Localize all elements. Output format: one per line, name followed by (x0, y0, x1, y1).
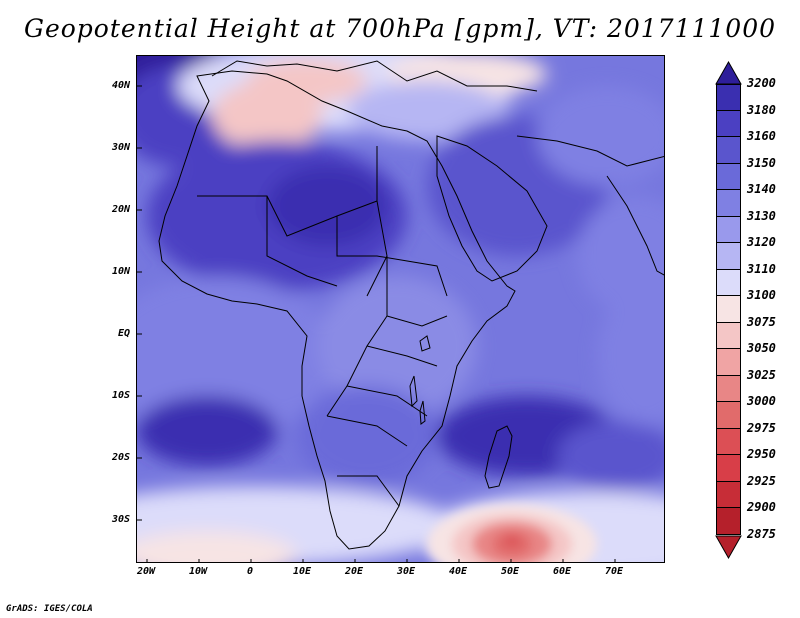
footer-credit: GrADS: IGES/COLA (6, 604, 93, 614)
colorbar-top-arrow (715, 61, 742, 85)
colorbar-label: 3000 (747, 394, 776, 408)
colorbar-label: 2975 (747, 420, 776, 435)
lat-label-40n: 40N (111, 80, 130, 91)
colorbar-swatch (716, 481, 741, 508)
field-shading (137, 56, 664, 562)
colorbar-swatch (716, 455, 741, 482)
lon-label-10w: 10W (188, 566, 208, 577)
lat-label-10s: 10S (111, 390, 130, 401)
lon-label-20w: 20W (136, 566, 156, 577)
colorbar-swatch (716, 428, 741, 455)
lat-label-20n: 20N (111, 204, 130, 215)
colorbar-swatch (716, 190, 741, 217)
colorbar-label: 2950 (747, 447, 776, 461)
colorbar-bottom-arrow (715, 535, 742, 559)
colorbar-swatch (716, 243, 741, 270)
inner-ticks (137, 85, 616, 562)
lat-label-30s: 30S (111, 514, 130, 525)
colorbar-label: 3140 (747, 182, 776, 196)
lon-label-60e: 60E (552, 566, 572, 577)
map-panel (136, 55, 665, 563)
lon-label-0: 0 (246, 566, 254, 577)
coastlines (158, 60, 664, 550)
colorbar-label: 3200 (747, 76, 776, 90)
colorbar-swatch (716, 137, 741, 164)
colorbar-label: 3180 (747, 102, 776, 117)
lon-label-10e: 10E (292, 566, 312, 577)
colorbar-swatch (716, 349, 741, 376)
colorbar-label: 3110 (747, 261, 776, 276)
colorbar-label: 3120 (747, 235, 776, 249)
colorbar-label: 3050 (747, 341, 776, 355)
colorbar-swatch (716, 322, 741, 349)
lat-label-eq: EQ (117, 328, 130, 339)
height-field-map (137, 56, 664, 562)
colorbar-swatch (716, 110, 741, 137)
lat-label-10n: 10N (111, 266, 130, 277)
colorbar-label: 3075 (747, 314, 776, 329)
colorbar-label: 3100 (747, 288, 776, 302)
lon-label-50e: 50E (500, 566, 520, 577)
colorbar-label: 3150 (747, 155, 776, 170)
chart-title: Geopotential Height at 700hPa [gpm], VT:… (23, 14, 777, 43)
colorbar-label: 2900 (747, 500, 776, 514)
colorbar-label: 3130 (747, 208, 776, 223)
low-pressure-center (427, 504, 597, 562)
lon-label-70e: 70E (604, 566, 624, 577)
colorbar-swatch (716, 163, 741, 190)
colorbar-swatch (716, 84, 741, 111)
colorbar-swatch (716, 296, 741, 323)
colorbar-swatch (716, 216, 741, 243)
lon-label-20e: 20E (344, 566, 364, 577)
colorbar-label: 2925 (747, 473, 776, 488)
colorbar-swatch (716, 402, 741, 429)
lat-label-30n: 30N (111, 142, 130, 153)
colorbar-swatch (716, 375, 741, 402)
lon-label-30e: 30E (396, 566, 416, 577)
colorbar-label: 3160 (747, 129, 776, 143)
lon-label-40e: 40E (448, 566, 468, 577)
lat-label-20s: 20S (111, 452, 130, 463)
colorbar-swatch (716, 508, 741, 535)
colorbar-label: 2875 (747, 526, 776, 541)
colorbar-swatch (716, 269, 741, 296)
colorbar-label: 3025 (747, 367, 776, 382)
